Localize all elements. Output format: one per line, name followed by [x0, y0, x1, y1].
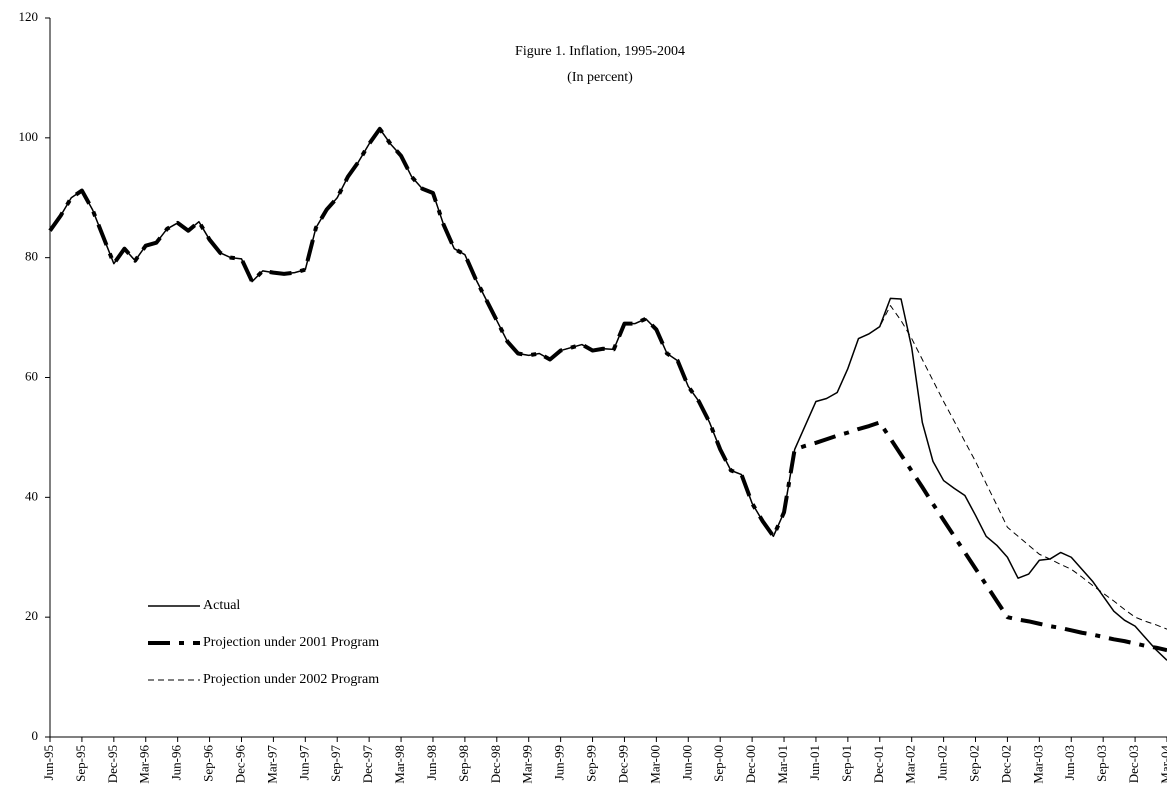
x-tick-label: Dec-00 [743, 745, 758, 783]
y-tick-label: 60 [25, 368, 38, 383]
x-tick-label: Dec-96 [232, 745, 247, 784]
x-tick-label: Jun-02 [935, 745, 950, 780]
x-tick-label: Jun-03 [1062, 745, 1077, 780]
x-tick-label: Dec-97 [360, 745, 375, 784]
x-tick-label: Mar-03 [1030, 745, 1045, 784]
x-tick-label: Dec-01 [871, 745, 886, 783]
y-tick-label: 80 [25, 249, 38, 264]
x-tick-label: Jun-01 [807, 745, 822, 780]
x-tick-label: Mar-97 [264, 745, 279, 784]
x-tick-label: Sep-95 [73, 745, 88, 782]
x-tick-label: Jun-97 [296, 745, 311, 781]
series-line [49, 128, 1167, 630]
x-tick-label: Sep-00 [711, 745, 726, 782]
x-tick-label: Mar-02 [903, 745, 918, 784]
legend-label: Projection under 2002 Program [203, 672, 379, 687]
x-tick-label: Sep-98 [456, 745, 471, 782]
x-tick-label: Jun-99 [552, 745, 567, 780]
x-tick-label: Mar-99 [520, 745, 535, 784]
chart-subtitle: (In percent) [567, 70, 633, 85]
x-tick-label: Sep-99 [584, 745, 599, 782]
x-tick-label: Dec-98 [488, 745, 503, 783]
x-tick-label: Jun-98 [424, 745, 439, 780]
x-tick-label: Dec-03 [1126, 745, 1141, 783]
x-tick-label: Jun-95 [41, 745, 56, 780]
y-tick-label: 120 [19, 9, 39, 24]
series-line [49, 128, 1167, 661]
legend-label: Projection under 2001 Program [203, 635, 379, 650]
x-tick-label: Sep-01 [839, 745, 854, 782]
y-tick-label: 0 [32, 728, 39, 743]
x-tick-label: Mar-96 [137, 745, 152, 784]
x-tick-label: Mar-01 [775, 745, 790, 784]
x-tick-label: Mar-00 [647, 745, 662, 784]
x-tick-label: Sep-97 [328, 745, 343, 782]
x-tick-label: Mar-98 [392, 745, 407, 784]
x-tick-label: Dec-95 [105, 745, 120, 783]
series-line [48, 126, 1167, 653]
x-tick-label: Sep-03 [1094, 745, 1109, 782]
chart-title: Figure 1. Inflation, 1995-2004 [515, 44, 685, 59]
x-tick-label: Dec-02 [998, 745, 1013, 783]
x-tick-label: Sep-02 [966, 745, 981, 782]
x-tick-label: Mar-04 [1158, 745, 1167, 784]
x-tick-label: Jun-96 [169, 745, 184, 781]
legend-label: Actual [203, 598, 240, 613]
x-tick-label: Sep-96 [201, 745, 216, 782]
x-tick-label: Dec-99 [615, 745, 630, 783]
y-tick-label: 20 [25, 608, 38, 623]
x-tick-label: Jun-00 [679, 745, 694, 780]
y-tick-label: 100 [19, 129, 39, 144]
y-tick-label: 40 [25, 488, 38, 503]
